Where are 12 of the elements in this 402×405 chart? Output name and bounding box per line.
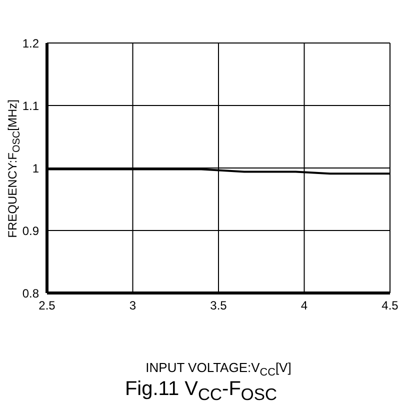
y-tick-label: 1.2 (22, 36, 40, 50)
x-tick-label: 3 (129, 298, 136, 313)
x-tick-label: 2.5 (38, 298, 56, 313)
x-tick-label: 4.5 (382, 298, 399, 313)
y-tick-label: 1 (32, 161, 40, 176)
x-tick-label: 4 (300, 298, 308, 313)
y-tick-label: 1.1 (22, 98, 40, 113)
text: Fig.11 V$_{CC}$-F$_{OSC}$ (124, 378, 278, 405)
x-axis-title: INPUT VOLTAGE:V$_{CC}$[V] (144, 360, 292, 379)
x-tick-label: 3.5 (210, 298, 228, 313)
y-tick-label: 0.9 (22, 224, 40, 238)
y-tick-label: 0.8 (22, 286, 40, 300)
